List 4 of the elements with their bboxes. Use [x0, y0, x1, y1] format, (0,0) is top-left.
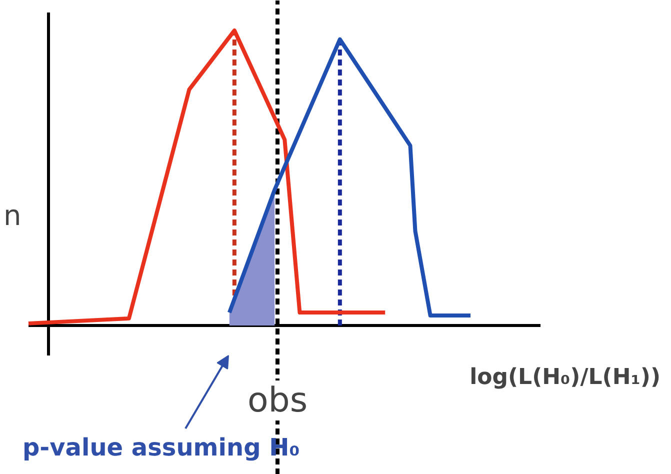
text: obs	[247, 380, 308, 420]
text: p-value assuming H₀	[22, 434, 300, 462]
x-axis-title: log(L(H₀)/L(H₁))	[470, 365, 661, 390]
y-axis-title: n	[4, 199, 22, 232]
